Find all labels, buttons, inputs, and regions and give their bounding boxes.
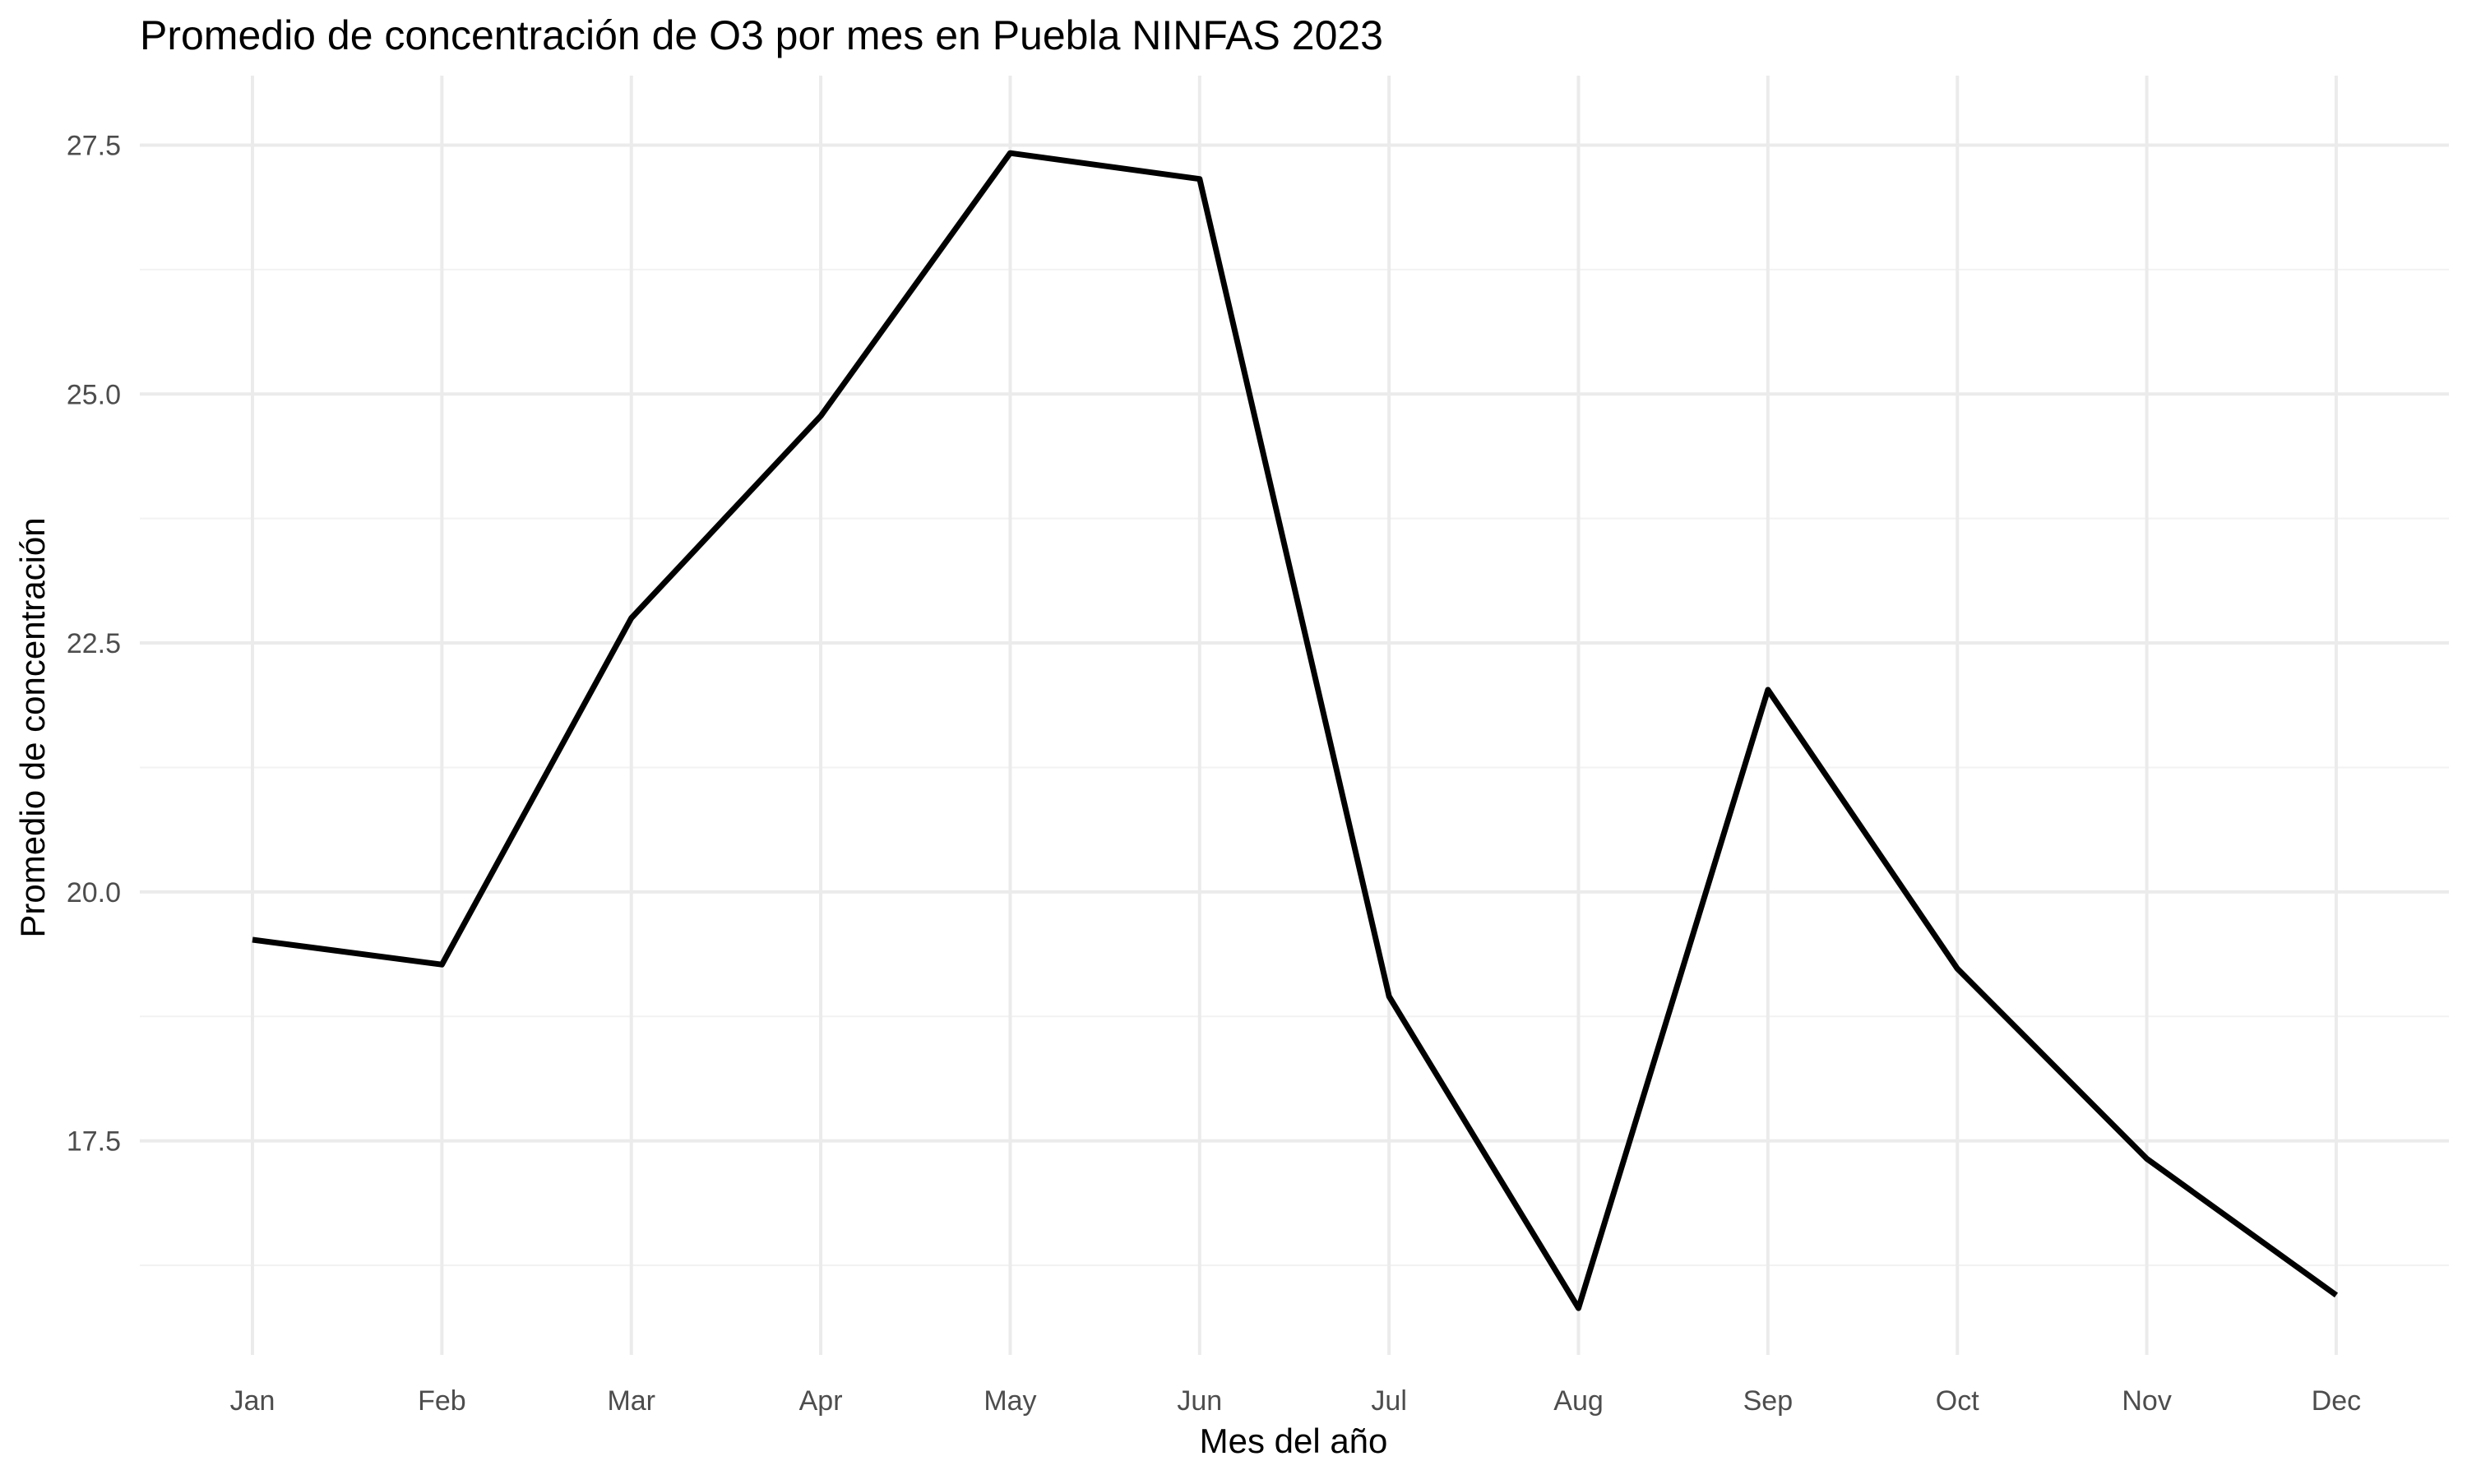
x-tick-label: May [984,1385,1036,1417]
y-tick-label: 22.5 [67,628,121,659]
minor-gridlines [140,268,2449,1266]
x-tick-label: Apr [799,1385,843,1417]
x-tick-label: Feb [418,1385,466,1417]
y-tick-label: 25.0 [67,379,121,410]
x-tick-label: Dec [2312,1385,2361,1417]
y-tick-label: 20.0 [67,877,121,908]
x-tick-label: Sep [1743,1385,1794,1417]
series-layer [252,150,2339,1311]
chart-title: Promedio de concentración de O3 por mes … [140,12,1383,58]
y-tick-label: 27.5 [67,131,121,162]
x-tick-label: Jul [1371,1385,1406,1417]
x-axis-title: Mes del año [1200,1422,1388,1460]
x-tick-label: Jun [1177,1385,1222,1417]
x-tick-label: Aug [1553,1385,1604,1417]
x-tick-label: Oct [1936,1385,1979,1417]
major-gridlines [140,76,2449,1355]
x-axis-tick-labels: Jan Feb Mar Apr May Jun Jul Aug Sep Oct Nov Dec [230,1385,2362,1417]
y-axis-title: Promedio de concentración [13,517,52,937]
series-line [252,150,2339,1311]
x-tick-label: Nov [2122,1385,2171,1417]
y-axis-tick-labels: 17.5 20.0 22.5 25.0 27.5 [67,131,121,1158]
x-tick-label: Jan [230,1385,275,1417]
x-tick-label: Mar [607,1385,655,1417]
y-tick-label: 17.5 [67,1126,121,1158]
